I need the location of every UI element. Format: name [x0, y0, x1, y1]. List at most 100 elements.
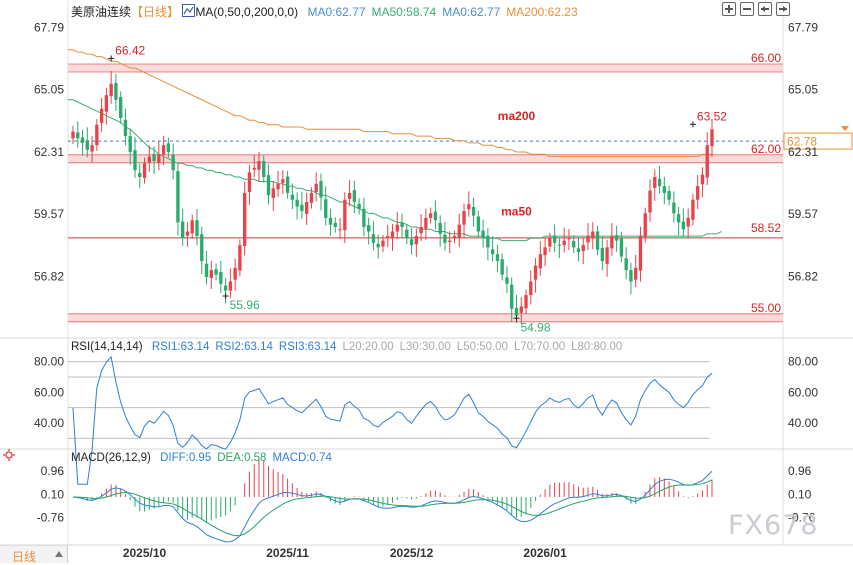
- candle: [300, 191, 304, 219]
- candle-body: [333, 222, 337, 227]
- candle: [409, 228, 414, 255]
- candle-body: [214, 269, 218, 275]
- zoom-out-button[interactable]: [740, 2, 754, 16]
- candle-body: [648, 190, 652, 213]
- candle: [252, 154, 256, 178]
- candle-body: [467, 204, 471, 210]
- candle: [548, 232, 552, 253]
- candle-body: [629, 270, 633, 282]
- macd-value-2: MACD:0.74: [272, 452, 332, 464]
- candle: [233, 258, 237, 291]
- candle: [99, 97, 104, 133]
- candle: [576, 237, 581, 262]
- candle: [638, 226, 643, 282]
- ma-label: ma200: [498, 109, 536, 123]
- candle-body: [314, 183, 318, 192]
- candle: [152, 146, 156, 175]
- candle-body: [538, 254, 542, 269]
- candle: [238, 239, 242, 277]
- candle: [524, 289, 528, 314]
- level-zone: [68, 154, 783, 163]
- candle: [400, 213, 404, 239]
- candle: [266, 164, 271, 205]
- candle: [114, 73, 118, 111]
- scroll-right-button[interactable]: [776, 2, 790, 16]
- candle-body: [581, 245, 585, 252]
- candle: [214, 263, 218, 281]
- candle: [228, 268, 233, 299]
- candle-body: [95, 124, 99, 146]
- level-label: 66.00: [751, 51, 781, 65]
- candle-body: [362, 208, 366, 227]
- macd-tick-left: -0.76: [37, 510, 65, 524]
- candle-body: [238, 245, 242, 271]
- zoom-in-button[interactable]: [722, 2, 736, 16]
- grid: [0, 0, 853, 546]
- period-tag[interactable]: 【日线】: [131, 5, 180, 19]
- rsi-tick-right: 80.00: [788, 355, 818, 369]
- candle: [657, 165, 662, 194]
- candle-body: [343, 199, 347, 231]
- ma-definition[interactable]: MA(0,50,0,200,0,0): [195, 5, 299, 19]
- candle-body: [376, 243, 380, 248]
- candle-body: [414, 236, 419, 245]
- candle: [104, 87, 109, 125]
- candle: [572, 235, 576, 254]
- candle: [529, 270, 533, 305]
- candle: [662, 176, 666, 205]
- candle-body: [591, 231, 595, 238]
- ma-indicator-icon[interactable]: [182, 4, 196, 17]
- macd-title[interactable]: MACD(26,12,9): [71, 452, 151, 464]
- candle: [181, 208, 185, 246]
- candle-body: [548, 238, 552, 247]
- candle-body: [76, 132, 80, 139]
- candle-body: [104, 95, 109, 112]
- rsi-value-6: L70:70.00: [513, 341, 566, 353]
- candle-body: [233, 267, 237, 280]
- candle-body: [600, 247, 604, 262]
- candle: [109, 70, 113, 104]
- rsi-value-1: RSI2:63.14: [215, 341, 273, 353]
- candle: [395, 211, 399, 240]
- candle-body: [138, 172, 142, 177]
- candle: [557, 237, 562, 259]
- candle-body: [161, 145, 166, 155]
- candle: [710, 119, 714, 158]
- price-tick-left: 56.82: [34, 269, 64, 283]
- scroll-left-button[interactable]: [758, 2, 772, 16]
- candle: [471, 197, 476, 227]
- candle-body: [572, 241, 576, 248]
- candle-body: [109, 83, 113, 97]
- candle: [691, 194, 695, 226]
- rsi-title[interactable]: RSI(14,14,14): [71, 341, 143, 353]
- candle: [672, 191, 676, 223]
- candle-body: [691, 199, 695, 220]
- candle: [171, 143, 175, 180]
- macd-settings-icon[interactable]: [3, 448, 15, 461]
- macd-legend: MACD(26,12,9) DIFF:0.95 DEA:0.58 MACD:0.74: [71, 452, 332, 464]
- rsi-tick-left: 80.00: [34, 355, 64, 369]
- candle: [533, 258, 538, 293]
- candle-body: [90, 145, 94, 152]
- candle-body: [705, 145, 709, 178]
- period-selector[interactable]: 日线: [0, 545, 68, 564]
- candle-body: [638, 236, 643, 271]
- candle-body: [490, 249, 495, 255]
- candle-body: [300, 204, 304, 212]
- candle: [166, 137, 171, 158]
- candle-body: [147, 156, 151, 163]
- candle-body: [281, 179, 285, 183]
- price-tick-right: 67.79: [788, 20, 818, 34]
- candle: [648, 179, 652, 222]
- candle: [486, 228, 490, 261]
- candle: [309, 187, 314, 209]
- candle-body: [80, 137, 85, 143]
- candle: [343, 192, 347, 244]
- ma-value-3: MA200:62.23: [506, 5, 578, 19]
- candle-body: [634, 267, 638, 280]
- candle-body: [271, 188, 275, 198]
- candle: [80, 129, 85, 156]
- candle: [276, 170, 280, 197]
- price-tick-left: 65.05: [34, 83, 64, 97]
- candle-body: [204, 263, 209, 277]
